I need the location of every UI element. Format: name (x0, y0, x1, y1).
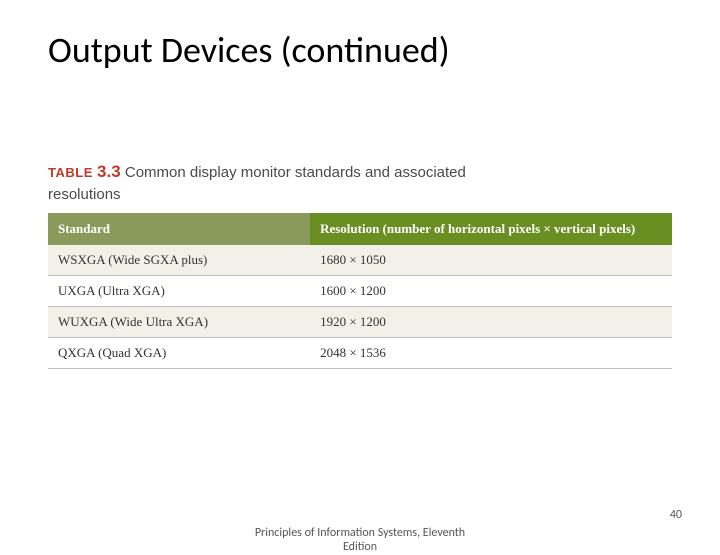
table-row: WSXGA (Wide SGXA plus) 1680 × 1050 (48, 245, 672, 276)
table-row: QXGA (Quad XGA) 2048 × 1536 (48, 338, 672, 369)
table-caption-line1: TABLE 3.3 Common display monitor standar… (48, 162, 672, 182)
page-number: 40 (670, 508, 682, 522)
standards-table: Standard Resolution (number of horizonta… (48, 213, 672, 369)
table-row: WUXGA (Wide Ultra XGA) 1920 × 1200 (48, 307, 672, 338)
cell-resolution: 2048 × 1536 (310, 338, 672, 369)
table-caption-text1: Common display monitor standards and ass… (125, 164, 466, 181)
table-caption-line2: resolutions (48, 186, 672, 203)
cell-standard: WSXGA (Wide SGXA plus) (48, 245, 310, 276)
cell-resolution: 1680 × 1050 (310, 245, 672, 276)
slide: Output Devices (continued) TABLE 3.3 Com… (0, 0, 720, 540)
col-header-resolution: Resolution (number of horizontal pixels … (310, 213, 672, 245)
col-header-standard: Standard (48, 213, 310, 245)
cell-standard: UXGA (Ultra XGA) (48, 276, 310, 307)
table-row: UXGA (Ultra XGA) 1600 × 1200 (48, 276, 672, 307)
footer-source: Principles of Information Systems, Eleve… (210, 526, 510, 555)
footer-source-line1: Principles of Information Systems, Eleve… (255, 526, 465, 540)
cell-standard: WUXGA (Wide Ultra XGA) (48, 307, 310, 338)
page-title: Output Devices (continued) (48, 28, 672, 72)
table-number: 3.3 (97, 162, 121, 181)
footer-source-line2: Edition (343, 540, 377, 554)
table-header-row: Standard Resolution (number of horizonta… (48, 213, 672, 245)
table-label: TABLE (48, 165, 93, 180)
cell-standard: QXGA (Quad XGA) (48, 338, 310, 369)
cell-resolution: 1920 × 1200 (310, 307, 672, 338)
cell-resolution: 1600 × 1200 (310, 276, 672, 307)
